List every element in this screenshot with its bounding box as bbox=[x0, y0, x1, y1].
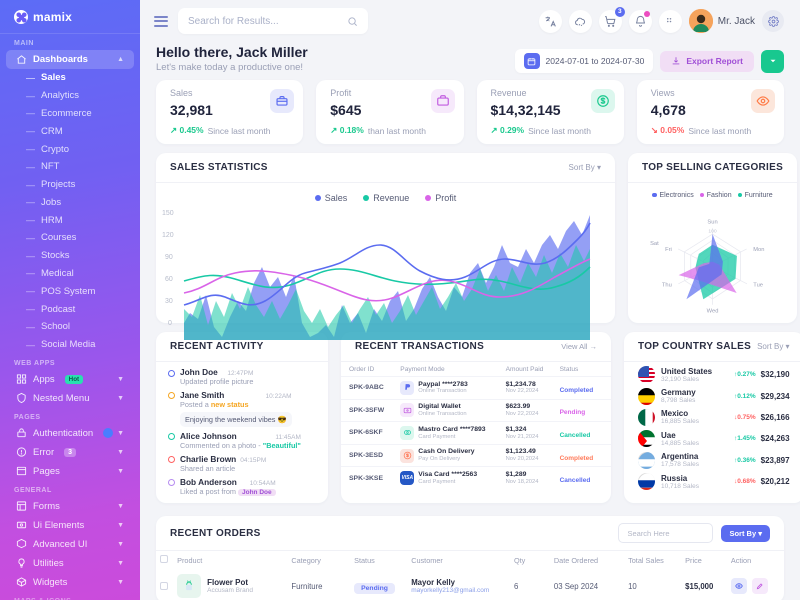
svg-text:100: 100 bbox=[708, 228, 717, 234]
svg-text:Tue: Tue bbox=[753, 282, 763, 288]
svg-text:Thu: Thu bbox=[662, 282, 672, 288]
svg-text:60: 60 bbox=[165, 276, 173, 283]
svg-text:90: 90 bbox=[165, 254, 173, 261]
svg-text:30: 30 bbox=[165, 298, 173, 305]
svg-text:120: 120 bbox=[162, 232, 174, 239]
svg-text:Sun: Sun bbox=[707, 219, 717, 225]
svg-text:Mon: Mon bbox=[753, 247, 764, 253]
svg-text:Fri: Fri bbox=[665, 247, 672, 253]
svg-text:Sat: Sat bbox=[650, 241, 659, 247]
svg-text:150: 150 bbox=[162, 210, 174, 217]
svg-text:0: 0 bbox=[168, 320, 172, 327]
svg-text:Wed: Wed bbox=[707, 308, 719, 314]
